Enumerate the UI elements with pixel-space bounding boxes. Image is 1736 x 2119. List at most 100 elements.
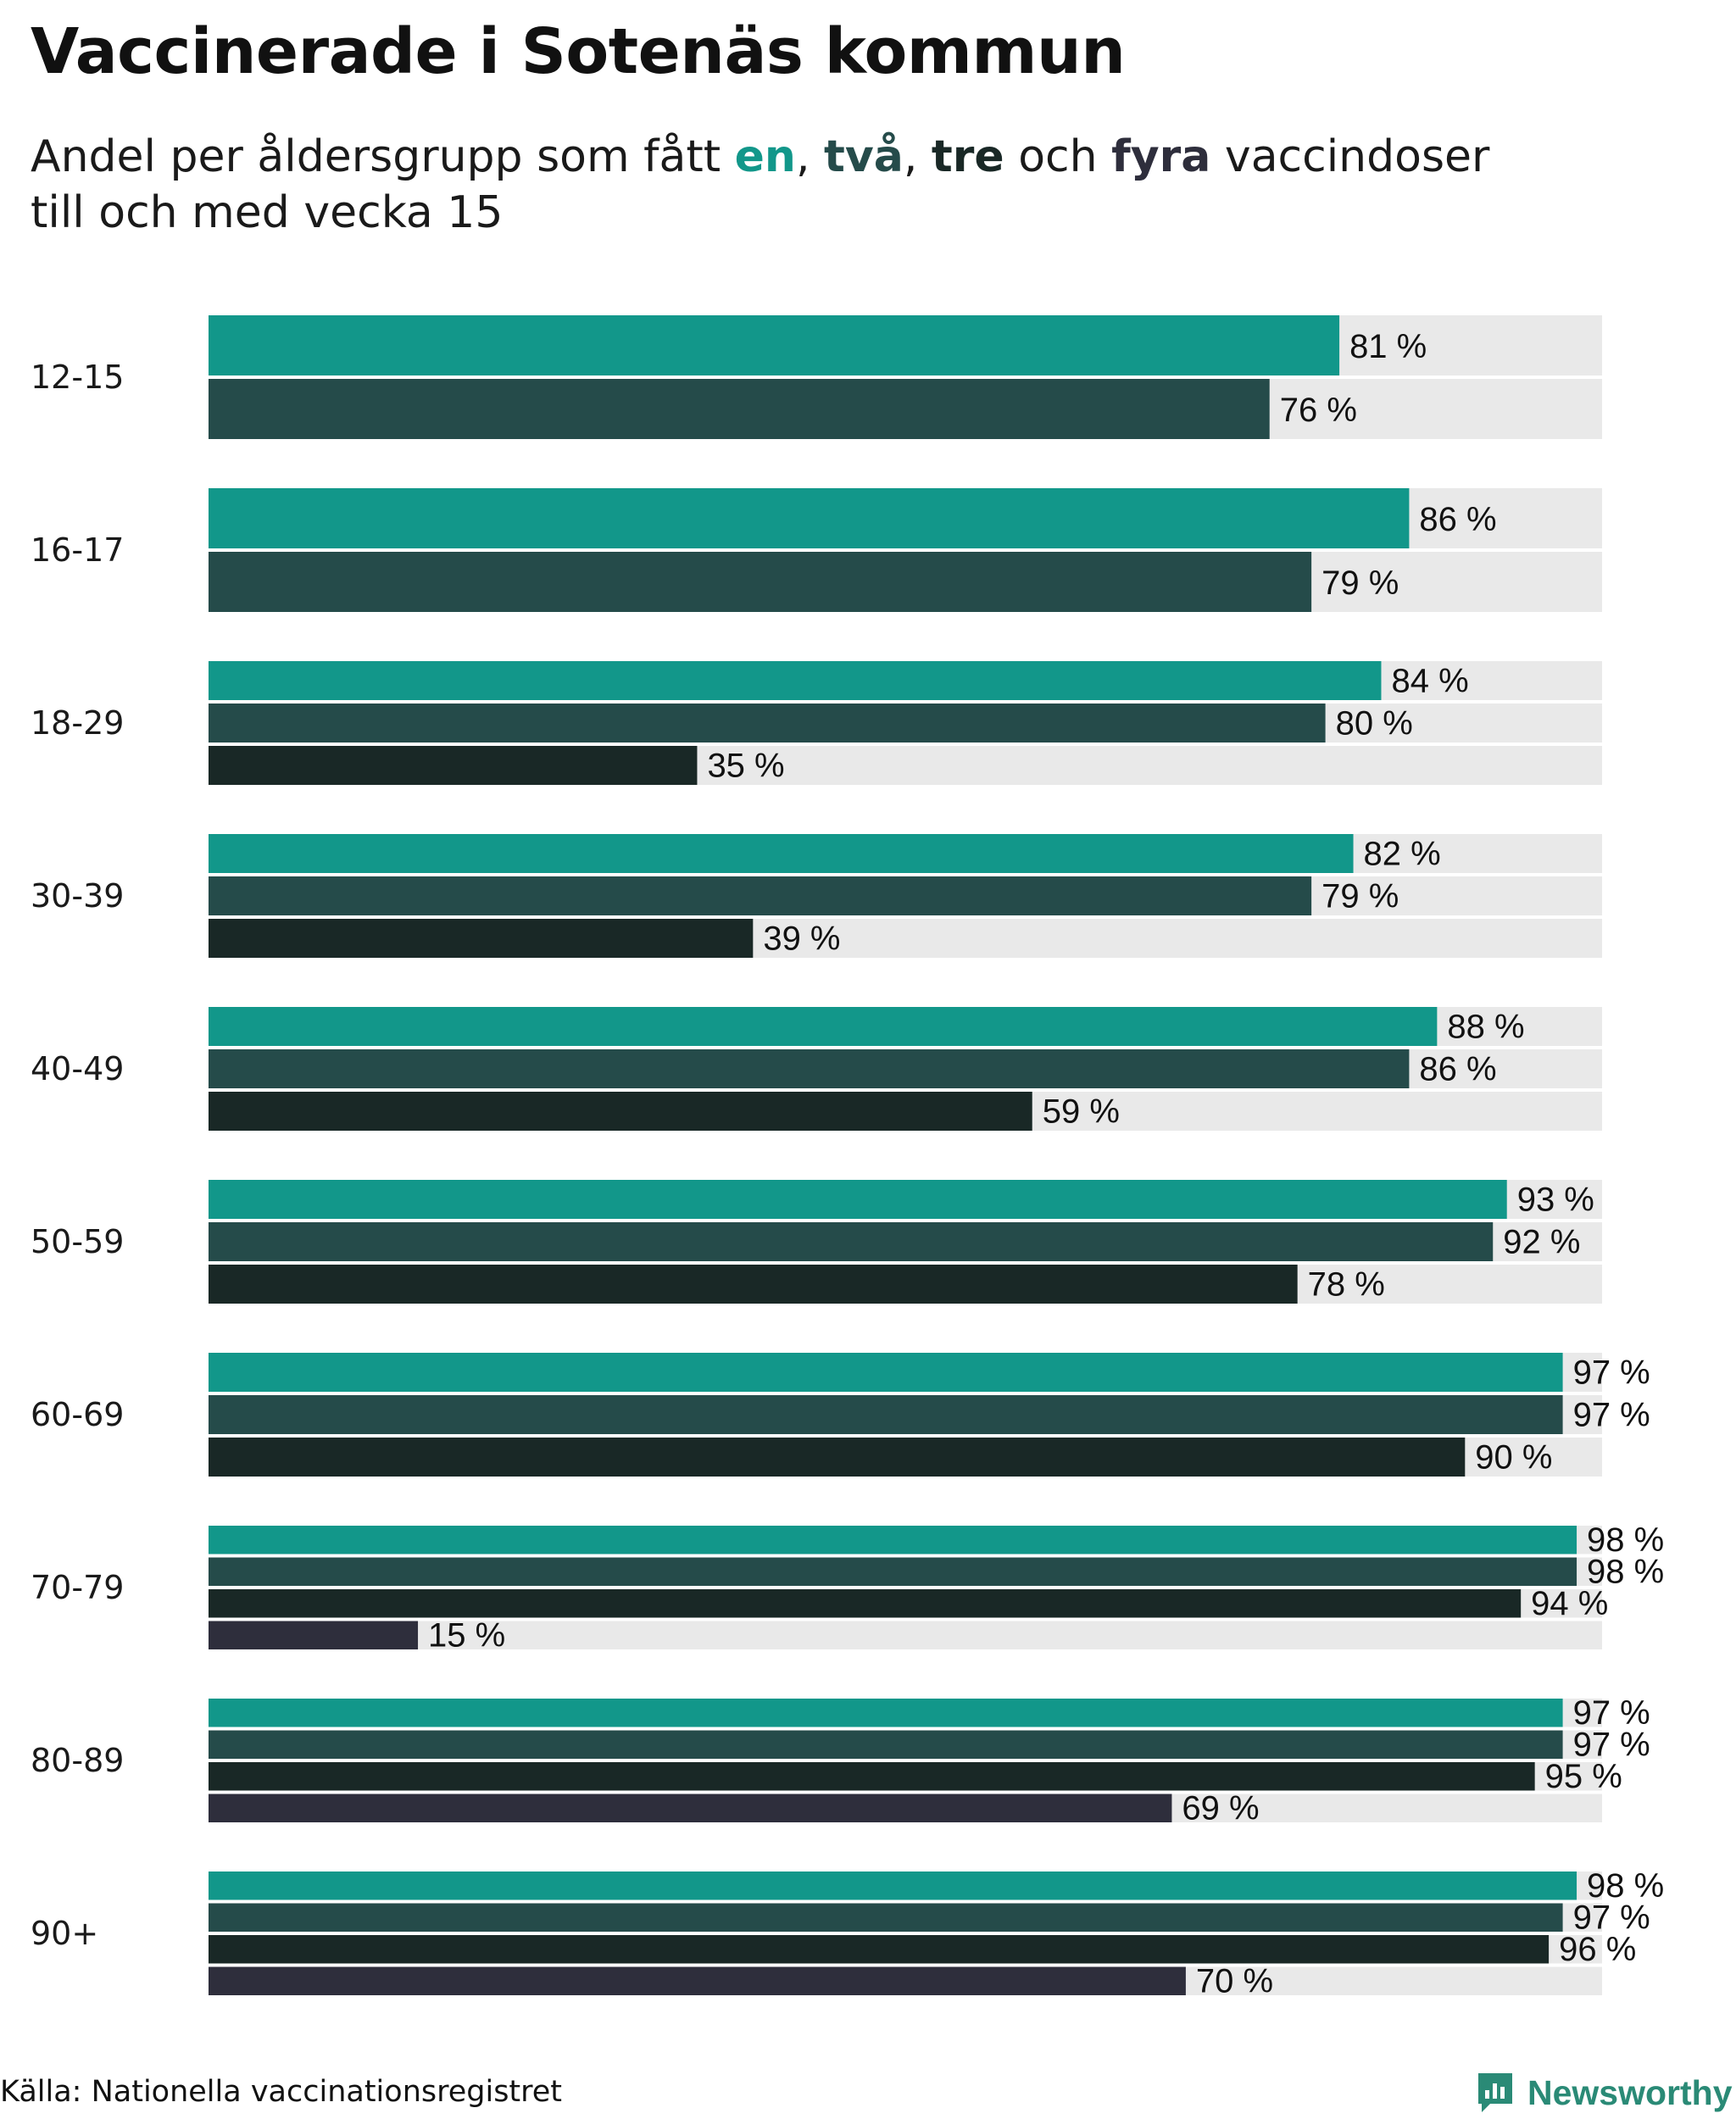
bar-16-17-en xyxy=(209,488,1410,548)
data-label-12-15-tva: 76 % xyxy=(1280,392,1357,429)
legend-dose4: fyra xyxy=(1111,131,1211,182)
data-label-12-15-en: 81 % xyxy=(1349,328,1427,365)
bar-30-39-en xyxy=(209,834,1354,873)
bar-80-89-tva xyxy=(209,1730,1563,1759)
category-label-80-89: 80-89 xyxy=(31,1742,124,1779)
data-label-30-39-en: 82 % xyxy=(1364,835,1441,872)
category-label-50-59: 50-59 xyxy=(31,1223,124,1260)
bar-90-plus-tre xyxy=(209,1935,1550,1964)
bar-18-29-tva xyxy=(209,704,1326,742)
legend-dose3: tre xyxy=(931,131,1004,182)
bar-12-15-en xyxy=(209,315,1340,375)
bar-group-90-plus: 90+ 98 %97 %96 % 70 % xyxy=(31,1867,1664,2000)
legend-dose2: två xyxy=(824,131,904,182)
bar-group-16-17: 16-17 86 % 79 % xyxy=(31,488,1602,612)
data-label-70-79-fyra: 15 % xyxy=(428,1617,505,1655)
data-label-18-29-tva: 80 % xyxy=(1336,704,1413,742)
subtitle-prefix: Andel per åldersgrupp som fått xyxy=(31,131,735,182)
subtitle-sep1: , xyxy=(795,131,825,182)
newsworthy-logo-icon xyxy=(1478,2073,1512,2112)
bar-90-plus-fyra xyxy=(209,1966,1186,1995)
data-label-80-89-fyra: 69 % xyxy=(1182,1790,1259,1827)
bar-70-79-fyra xyxy=(209,1621,419,1649)
category-label-70-79: 70-79 xyxy=(31,1569,124,1606)
category-label-30-39: 30-39 xyxy=(31,877,124,915)
brand-name: Newsworthy xyxy=(1527,2072,1733,2112)
data-label-50-59-en: 93 % xyxy=(1517,1181,1594,1218)
brand-logo: Newsworthy xyxy=(1475,2072,1733,2114)
chart-subtitle: Andel per åldersgrupp som fått en, två, … xyxy=(31,129,1641,241)
bar-40-49-tre xyxy=(209,1092,1032,1131)
bar-group-30-39: 30-39 82 % 79 % 39 % xyxy=(31,834,1602,958)
category-label-18-29: 18-29 xyxy=(31,704,124,742)
data-label-40-49-tva: 86 % xyxy=(1419,1050,1496,1087)
bar-50-59-tva xyxy=(209,1222,1494,1261)
data-label-18-29-tre: 35 % xyxy=(707,747,784,784)
data-label-60-69-tre: 90 % xyxy=(1475,1438,1552,1476)
data-label-30-39-tva: 79 % xyxy=(1321,877,1399,915)
bar-70-79-en xyxy=(209,1526,1577,1554)
subtitle-mid: och xyxy=(1004,131,1112,182)
data-label-90-plus-tva: 97 % xyxy=(1573,1899,1650,1937)
data-label-30-39-tre: 39 % xyxy=(763,920,840,957)
bar-16-17-tva xyxy=(209,552,1312,612)
bar-80-89-tre xyxy=(209,1762,1535,1791)
bar-chart: 12-15 81 % 76 % 16-17 86 % 79 % 18-29 84 % 80 % 3… xyxy=(31,315,1664,2000)
data-label-50-59-tva: 92 % xyxy=(1503,1223,1580,1260)
legend-dose1: en xyxy=(734,131,796,182)
data-label-16-17-tva: 79 % xyxy=(1321,565,1399,602)
bar-40-49-tva xyxy=(209,1049,1410,1088)
data-label-60-69-tva: 97 % xyxy=(1573,1396,1650,1433)
data-label-70-79-tva: 98 % xyxy=(1587,1554,1664,1591)
data-label-40-49-tre: 59 % xyxy=(1043,1093,1120,1130)
bar-18-29-tre xyxy=(209,746,698,785)
bar-60-69-en xyxy=(209,1353,1563,1392)
bar-group-40-49: 40-49 88 % 86 % 59 % xyxy=(31,1007,1602,1131)
bar-90-plus-en xyxy=(209,1872,1577,1900)
data-label-70-79-en: 98 % xyxy=(1587,1521,1664,1559)
bar-40-49-en xyxy=(209,1007,1438,1046)
bar-70-79-tre xyxy=(209,1589,1522,1618)
bar-70-79-tva xyxy=(209,1557,1577,1586)
category-label-60-69: 60-69 xyxy=(31,1396,124,1433)
bar-group-50-59: 50-59 93 % 92 % 78 % xyxy=(31,1180,1602,1304)
category-label-90-plus: 90+ xyxy=(31,1915,98,1952)
data-label-18-29-en: 84 % xyxy=(1391,662,1468,699)
data-label-80-89-en: 97 % xyxy=(1573,1694,1650,1732)
data-label-90-plus-en: 98 % xyxy=(1587,1867,1664,1905)
data-label-70-79-tre: 94 % xyxy=(1531,1585,1608,1622)
bar-12-15-tva xyxy=(209,379,1270,439)
bar-18-29-en xyxy=(209,661,1382,700)
subtitle-sep2: , xyxy=(903,131,932,182)
data-label-60-69-en: 97 % xyxy=(1573,1354,1650,1391)
bar-track-70-79-fyra xyxy=(209,1621,1602,1649)
data-label-80-89-tva: 97 % xyxy=(1573,1727,1650,1764)
subtitle-suffix: vaccindoser xyxy=(1210,131,1490,182)
bar-90-plus-tva xyxy=(209,1903,1563,1932)
category-label-40-49: 40-49 xyxy=(31,1050,124,1087)
bar-group-12-15: 12-15 81 % 76 % xyxy=(31,315,1602,439)
bar-group-60-69: 60-69 97 % 97 % 90 % xyxy=(31,1353,1650,1477)
data-label-16-17-en: 86 % xyxy=(1419,501,1496,538)
bar-50-59-tre xyxy=(209,1265,1298,1304)
data-label-50-59-tre: 78 % xyxy=(1308,1265,1385,1303)
subtitle-line2: till och med vecka 15 xyxy=(31,187,504,238)
bar-80-89-fyra xyxy=(209,1794,1172,1822)
bar-30-39-tre xyxy=(209,919,754,958)
bar-80-89-en xyxy=(209,1699,1563,1727)
bar-30-39-tva xyxy=(209,876,1312,915)
category-label-16-17: 16-17 xyxy=(31,531,124,569)
source-note: Källa: Nationella vaccinationsregistret xyxy=(0,2075,563,2109)
data-label-80-89-tre: 95 % xyxy=(1545,1758,1622,1795)
data-label-40-49-en: 88 % xyxy=(1447,1008,1524,1045)
category-label-12-15: 12-15 xyxy=(31,359,124,396)
chart-title: Vaccinerade i Sotenäs kommun xyxy=(31,15,1126,88)
bar-60-69-tva xyxy=(209,1395,1563,1434)
bar-50-59-en xyxy=(209,1180,1507,1219)
data-label-90-plus-tre: 96 % xyxy=(1559,1931,1636,1968)
data-label-90-plus-fyra: 70 % xyxy=(1196,1963,1273,2000)
bar-group-18-29: 18-29 84 % 80 % 35 % xyxy=(31,661,1602,785)
bar-60-69-tre xyxy=(209,1438,1466,1477)
